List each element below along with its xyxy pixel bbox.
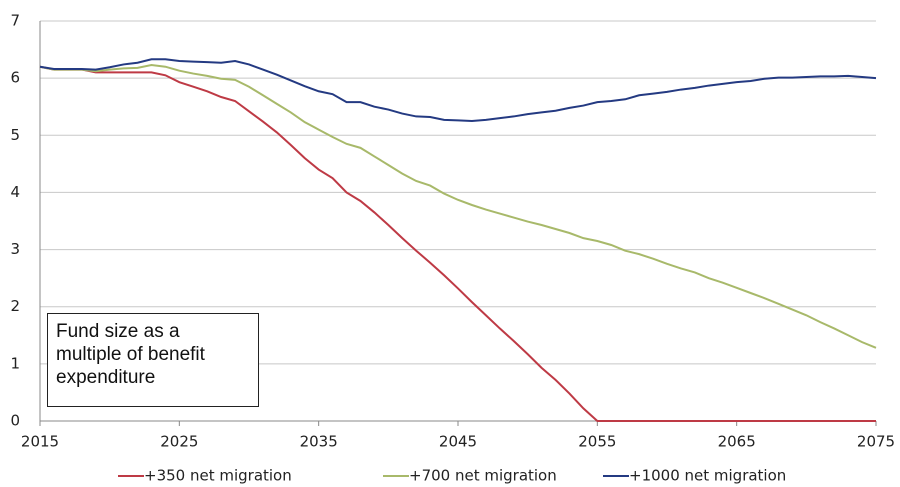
- legend-label: +1000 net migration: [629, 467, 786, 485]
- y-tick-label: 5: [10, 126, 20, 144]
- x-tick-label: 2045: [439, 433, 477, 451]
- y-tick-label: 1: [10, 354, 20, 372]
- y-tick-label: 2: [10, 297, 20, 315]
- y-tick-label: 6: [10, 69, 20, 87]
- series-line: [39, 63, 877, 349]
- series-line: [39, 65, 876, 422]
- x-tick-label: 2015: [21, 433, 59, 451]
- y-tick-label: 4: [10, 183, 20, 201]
- x-tick-label: 2035: [300, 433, 338, 451]
- x-tick-label: 2075: [857, 433, 895, 451]
- annotation: Fund size as a multiple of benefit expen…: [47, 313, 259, 407]
- legend-label: +700 net migration: [409, 467, 557, 485]
- x-tick-label: 2055: [578, 433, 616, 451]
- x-tick-label: 2025: [160, 433, 198, 451]
- legend-label: +350 net migration: [144, 467, 292, 485]
- y-tick-label: 3: [10, 240, 20, 258]
- series-line: [39, 58, 877, 123]
- y-tick-label: 7: [10, 12, 20, 30]
- y-tick-label: 0: [10, 412, 20, 430]
- x-tick-label: 2065: [718, 433, 756, 451]
